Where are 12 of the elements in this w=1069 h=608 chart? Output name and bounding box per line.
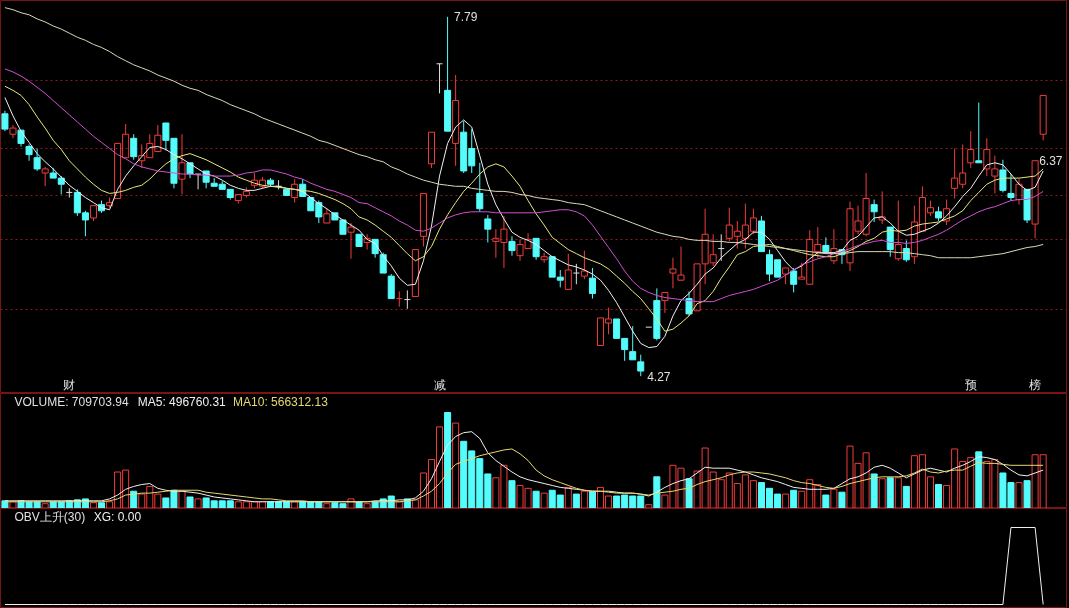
x-tick-label: 榜 [1029,377,1042,392]
text: XG: 0.00 [93,509,142,524]
x-tick-label: 预 [964,377,977,392]
chart-title: VOLUME: 709703.94 [14,394,129,409]
x-tick-label: 财 [63,377,76,392]
text: MA10: 566312.13 [233,394,329,409]
chart-title: OBV上升(30) [14,509,86,524]
x-tick-label: 减 [433,377,446,392]
text: MA5: 496760.31 [137,394,227,409]
annotation: 6.37 [1039,154,1063,169]
annotation: 7.79 [454,10,478,25]
annotation: 4.27 [647,369,671,384]
